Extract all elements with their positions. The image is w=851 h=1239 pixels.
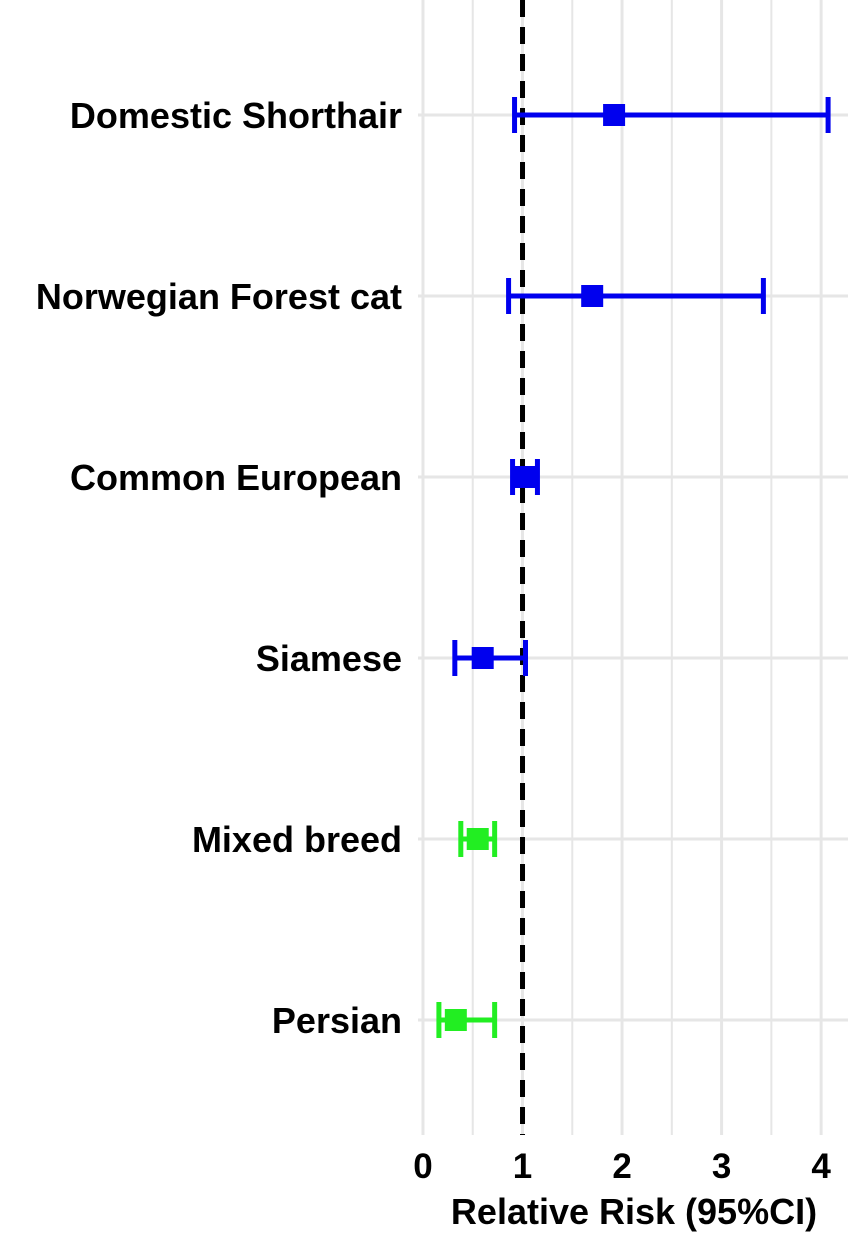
point-estimate [471,647,494,669]
x-tick-labels: 0 1 2 3 4 [413,1147,831,1186]
x-tick-label: 4 [811,1147,831,1186]
point-estimate [514,466,537,488]
point-estimate [466,828,489,850]
x-axis-title: Relative Risk (95%CI) [451,1191,817,1232]
point-estimate [603,104,626,126]
forest-row [510,459,540,495]
point-estimate [581,285,604,307]
forest-row [506,278,766,314]
forest-row [458,821,498,857]
category-label: Common European [70,457,402,498]
forest-row [452,640,528,676]
point-estimate [444,1009,467,1031]
category-label: Siamese [256,638,402,679]
category-label: Persian [272,1000,402,1041]
x-tick-label: 3 [712,1147,731,1186]
forest-row [436,1002,498,1038]
x-tick-label: 0 [413,1147,432,1186]
category-label: Norwegian Forest cat [36,276,402,317]
category-label: Mixed breed [192,819,402,860]
x-tick-label: 2 [612,1147,631,1186]
category-label: Domestic Shorthair [70,95,402,136]
grid-lines [418,0,848,1135]
data-marks [436,97,831,1038]
forest-row [512,97,831,133]
x-tick-label: 1 [513,1147,532,1186]
category-labels: Domestic Shorthair Norwegian Forest cat Co… [36,95,402,1041]
